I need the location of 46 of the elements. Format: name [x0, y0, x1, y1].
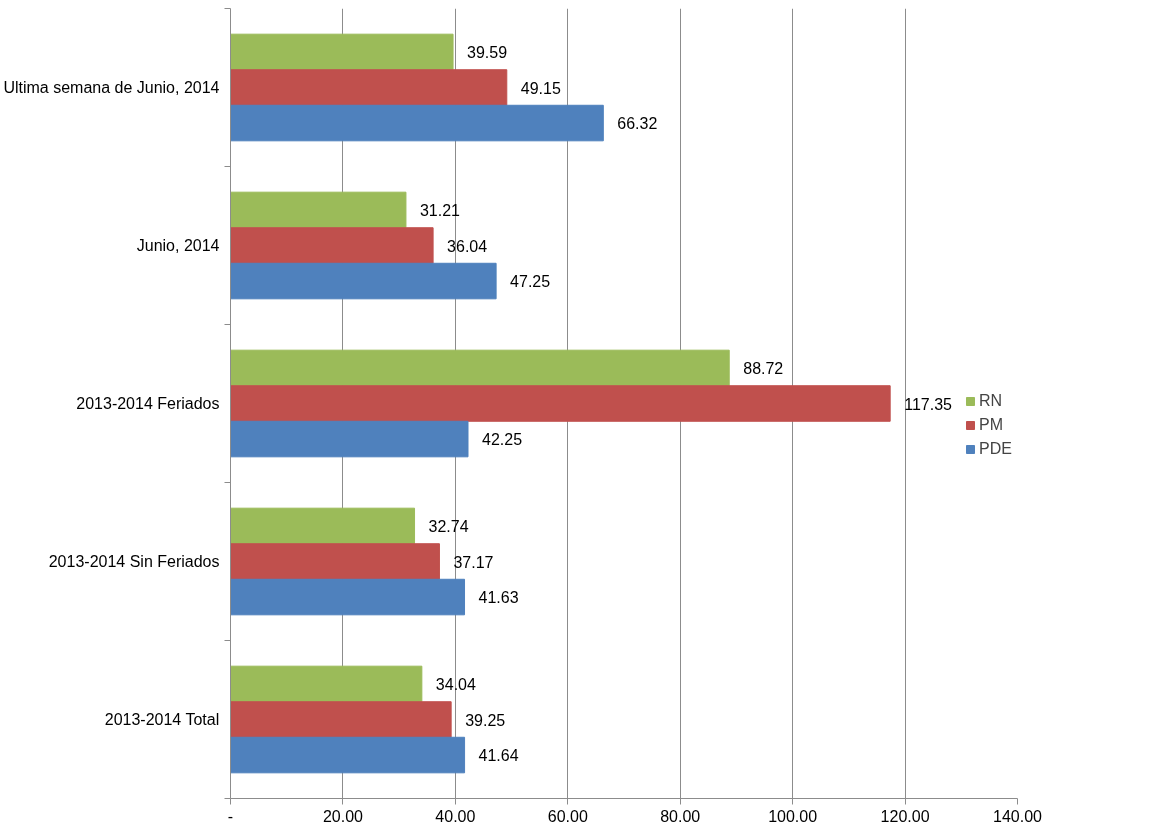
x-tick-label: 140.00 [993, 807, 1043, 824]
data-label: 49.15 [520, 79, 561, 97]
data-label: 31.21 [419, 201, 461, 219]
x-tick-label: - [227, 807, 234, 824]
data-label: 47.25 [510, 273, 551, 291]
bar [230, 665, 423, 703]
bar [230, 736, 466, 774]
bar [230, 33, 454, 71]
data-label: 32.74 [428, 517, 469, 535]
bar [230, 227, 434, 264]
bar [230, 349, 730, 387]
x-tick-label: 80.00 [660, 807, 701, 824]
data-label: 66.32 [617, 115, 658, 133]
legend-label: PDE [979, 440, 1012, 458]
bar [230, 191, 407, 229]
data-label: 41.63 [478, 589, 519, 607]
legend-label: RN [979, 392, 1003, 410]
bar [230, 69, 508, 106]
x-tick-label: 100.00 [768, 807, 818, 824]
data-label: 34.04 [435, 675, 476, 693]
data-label: 41.64 [478, 747, 519, 765]
x-tick-label: 40.00 [435, 807, 476, 824]
data-label: 39.25 [465, 711, 506, 729]
y-tick-label: Ultima semana de Junio, 2014 [3, 79, 220, 96]
bar [230, 104, 604, 142]
x-tick-label: 120.00 [880, 807, 930, 824]
y-tick-label: Junio, 2014 [136, 237, 220, 254]
x-tick-label: 20.00 [322, 807, 364, 824]
data-label: 88.72 [743, 359, 784, 377]
data-label: 36.04 [447, 237, 488, 255]
bar [230, 507, 416, 545]
legend-label: PM [979, 416, 1003, 434]
bar [230, 385, 891, 422]
bar [230, 420, 469, 458]
data-label: 37.17 [453, 553, 494, 571]
data-label: 117.35 [904, 395, 953, 413]
data-label: 42.25 [482, 431, 523, 449]
bar [230, 701, 452, 738]
bar [230, 543, 440, 580]
data-label: 39.59 [467, 43, 508, 61]
y-tick-label: 2013-2014 Sin Feriados [48, 553, 220, 570]
bar [230, 578, 466, 616]
y-tick-label: 2013-2014 Total [104, 711, 220, 728]
y-tick-label: 2013-2014 Feriados [76, 395, 220, 412]
x-tick-label: 60.00 [547, 807, 588, 824]
bar [230, 262, 497, 300]
